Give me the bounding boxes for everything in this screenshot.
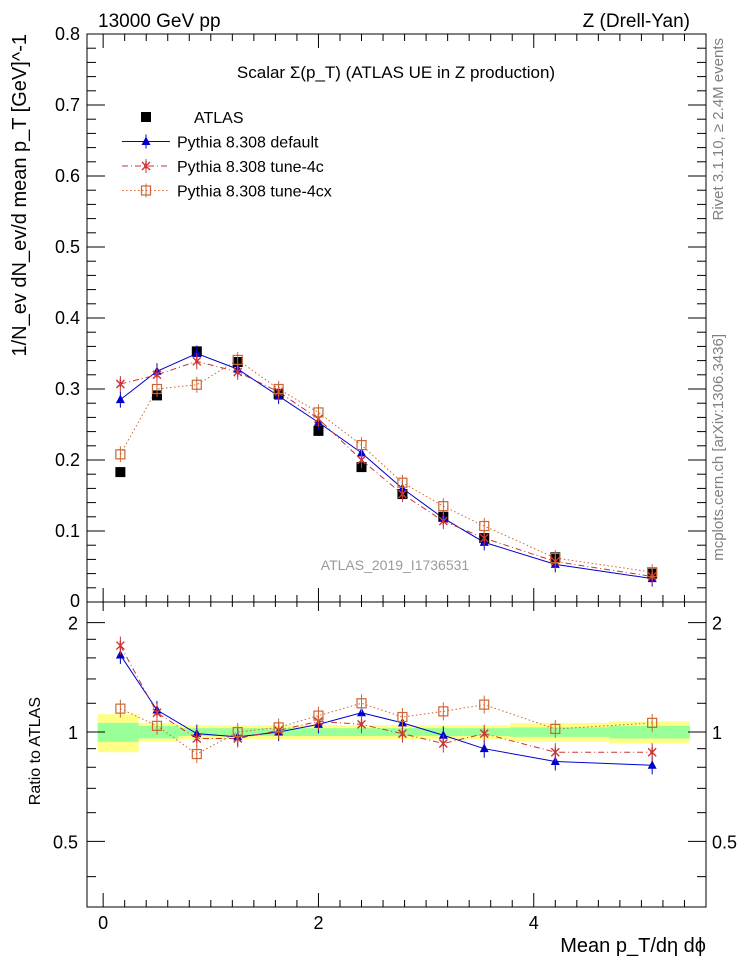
header-right: Z (Drell-Yan) [583,11,690,32]
y-axis-label: 1/N_ev dN_ev/d mean p_T [GeV]^-1 [9,34,31,357]
ratio-point [550,747,560,757]
ratio-y-tick-label: 0.5 [712,832,737,852]
ratio-point [438,738,448,749]
series-line [119,359,653,573]
ratio-point [479,699,490,710]
ratio-point [115,640,125,651]
y-tick-label: 0 [70,591,80,611]
ratio-point [232,726,243,738]
ratio-point [438,706,449,717]
data-point [397,477,408,488]
legend-entry: Pythia 8.308 tune-4cx [177,184,332,201]
y-tick-label: 0.2 [55,450,80,470]
legend-marker [141,112,151,122]
ratio-point [356,698,367,709]
x-axis-label: Mean p_T/dη dϕ [560,935,706,957]
ratio-point [357,719,367,729]
watermark: ATLAS_2019_I1736531 [321,557,470,573]
data-point [647,567,658,578]
main-panel-frame [86,33,707,603]
ratio-line [119,654,653,766]
ratio-point [647,760,657,769]
ratio-band-green [97,722,139,742]
data-point [479,520,490,532]
ratio-point [397,711,408,723]
x-tick-label: 0 [98,913,108,933]
data-point [151,383,163,395]
ratio-point [438,730,448,739]
data-point [192,348,202,357]
ratio-point [550,723,561,735]
ratio-point [151,720,163,731]
ratio-y-tick-label: 1 [68,723,78,743]
data-point [357,455,367,465]
data-point [115,449,126,460]
ratio-point [273,722,284,733]
data-point [192,356,202,366]
y-tick-label: 0.1 [55,521,80,541]
x-tick-label: 4 [529,913,539,933]
ratio-point [191,748,202,760]
ratio-point [152,707,162,718]
data-point [115,379,125,389]
y-tick-label: 0.7 [55,95,80,115]
data-point [273,383,284,395]
data-point [313,407,324,418]
legend-marker [140,185,152,196]
ratio-band-green [299,728,340,737]
side-label-rivet: Rivet 3.1.10, ≥ 2.4M events [710,38,727,221]
data-point [356,439,367,451]
ratio-y-tick-label: 2 [68,614,78,634]
data-point [191,379,202,390]
ratio-point [479,728,489,739]
legend-entry: Pythia 8.308 tune-4c [177,159,324,176]
legend-marker [141,136,151,145]
axis-ticks: 0 2 4 0.1 0.2 0.3 0.4 0.5 0.6 0.7 0.8 0 0.5 0.5 1 1 2 2 [53,24,737,933]
data-point [438,516,448,526]
data-point [115,394,125,404]
ratio-band-green [609,725,690,739]
ratio-point [647,747,657,757]
y-tick-label: 0.8 [55,24,80,44]
series-line [120,360,653,577]
ratio-band-green [463,728,511,737]
data-point [479,533,489,543]
ratio-point [115,703,126,714]
ratio-y-axis-label: Ratio to ATLAS [27,697,44,805]
series-line [120,352,653,580]
ratio-point [192,733,202,743]
data-point [438,501,449,512]
side-label-mcplots: mcplots.cern.ch [arXiv:1306.3436] [710,334,727,561]
chart-title: Scalar Σ(p_T) (ATLAS UE in Z production) [237,63,555,82]
ratio-point [313,710,324,721]
ratio-y-tick-label: 2 [712,614,722,634]
data-point [115,467,126,478]
ratio-line [120,702,653,755]
ratio-point [479,743,489,753]
legend-entry: ATLAS [194,110,244,127]
legend-marker [141,161,151,171]
data-point [233,366,243,377]
data-point [313,425,324,436]
ratio-band-green [138,725,179,739]
legend-entry: Pythia 8.308 default [177,135,319,152]
data-point [152,369,162,380]
data-point [550,552,561,564]
data-point [232,354,243,365]
ratio-point [647,717,658,728]
ratio-point [397,728,407,739]
ratio-y-tick-label: 1 [712,723,722,743]
y-tick-label: 0.6 [55,166,80,186]
y-tick-label: 0.5 [55,237,80,257]
ratio-y-tick-label: 0.5 [53,832,78,852]
y-tick-label: 0.4 [55,308,80,328]
header-left: 13000 GeV pp [98,11,221,32]
x-tick-label: 2 [313,913,323,933]
y-tick-label: 0.3 [55,379,80,399]
ratio-panel-frame [86,601,707,908]
legend: ATLAS Pythia 8.308 default Pythia 8.308 tu… [122,110,332,201]
data-marks [115,345,658,775]
